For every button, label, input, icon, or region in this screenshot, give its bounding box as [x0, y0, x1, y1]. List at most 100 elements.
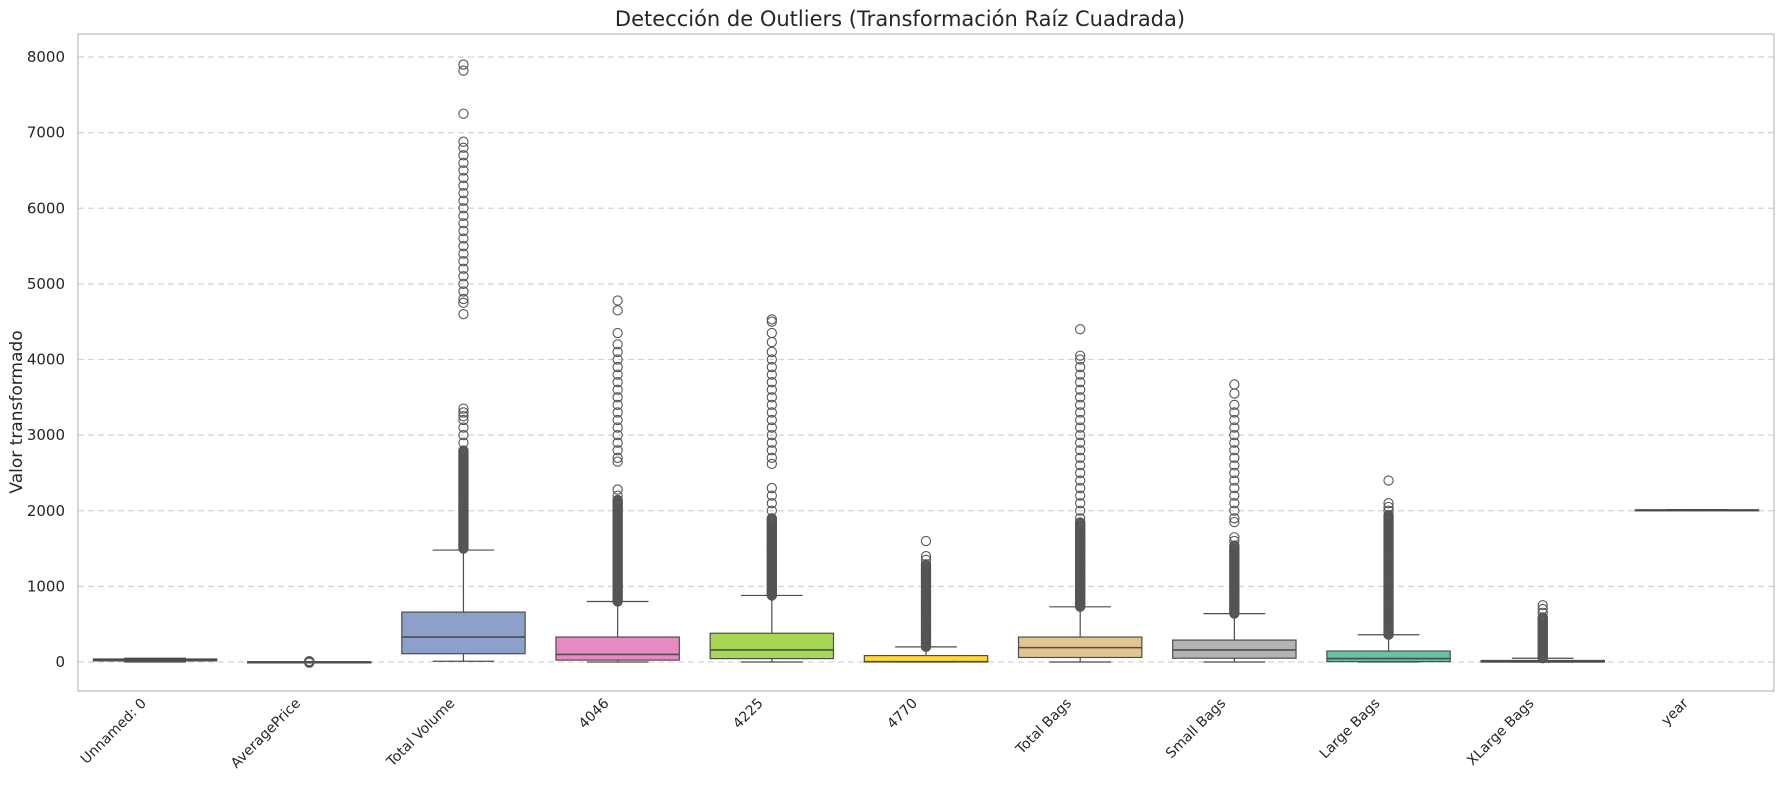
outlier-point — [766, 369, 777, 380]
outlier-point — [920, 559, 932, 570]
outlier-point — [612, 490, 623, 501]
outlier-point — [458, 157, 469, 169]
outlier-point — [1383, 498, 1394, 509]
box-group — [1634, 509, 1760, 512]
outlier-point — [1383, 475, 1394, 486]
outlier-point — [1229, 498, 1240, 509]
outlier-point — [1229, 445, 1240, 456]
outlier-point — [1383, 501, 1394, 513]
outlier-point — [612, 407, 623, 418]
box-group — [401, 59, 526, 662]
outlier-point — [458, 180, 469, 191]
outlier-point — [1075, 377, 1086, 388]
outlier-point — [1229, 437, 1240, 448]
outlier-point — [458, 271, 469, 282]
outlier-point — [766, 392, 777, 403]
outlier-point — [458, 142, 469, 153]
outlier-point — [766, 513, 777, 524]
outlier-point — [304, 655, 315, 667]
outlier-point — [612, 484, 623, 495]
outlier-point — [458, 150, 469, 161]
outlier-point — [1075, 399, 1086, 411]
outlier-point — [1075, 505, 1086, 516]
outlier-point — [1537, 607, 1548, 618]
outlier-point — [612, 377, 623, 388]
outlier-point — [1229, 505, 1240, 516]
outlier-point — [458, 293, 469, 305]
box-group — [247, 655, 372, 668]
outlier-point — [1229, 516, 1240, 528]
box-group — [555, 295, 680, 663]
outlier-point — [1229, 467, 1240, 479]
outlier-point — [1075, 445, 1086, 456]
outlier-point — [458, 203, 469, 214]
outlier-point — [766, 377, 777, 388]
box-group — [709, 314, 835, 663]
outlier-point — [458, 187, 469, 199]
outlier-point — [458, 403, 469, 414]
outlier-point — [1075, 482, 1086, 494]
outlier-point — [458, 429, 469, 441]
y-tick-label: 4000 — [27, 351, 65, 369]
y-tick-label: 5000 — [27, 275, 65, 293]
outlier-point — [1229, 513, 1240, 524]
outlier-point — [1075, 437, 1086, 448]
outlier-point — [1075, 384, 1086, 395]
outlier-point — [1075, 490, 1086, 501]
outlier-point — [1075, 517, 1086, 528]
box-group — [1326, 475, 1451, 663]
outlier-point — [1383, 509, 1394, 521]
outlier-point — [1537, 612, 1548, 623]
outlier-point — [766, 314, 777, 325]
outlier-point — [1229, 379, 1240, 390]
outlier-point — [458, 278, 469, 290]
outlier-point — [766, 346, 777, 358]
outlier-point — [612, 399, 623, 411]
outlier-point — [612, 392, 623, 403]
outlier-point — [458, 286, 469, 297]
outlier-point — [612, 452, 623, 463]
outlier-point — [766, 505, 777, 516]
outlier-point — [766, 452, 777, 463]
outlier-point — [458, 108, 469, 119]
outlier-point — [1229, 460, 1240, 471]
outlier-point — [612, 445, 623, 456]
outlier-point — [766, 354, 777, 365]
outlier-point — [612, 305, 623, 316]
boxes-layer — [92, 59, 1760, 668]
outlier-point — [1075, 429, 1086, 441]
outlier-point — [766, 399, 777, 411]
outlier-point — [458, 218, 469, 229]
outlier-point — [766, 458, 777, 470]
outlier-point — [612, 295, 623, 306]
outlier-point — [1075, 361, 1086, 373]
outlier-point — [1075, 407, 1086, 418]
outlier-point — [766, 429, 777, 441]
outlier-point — [612, 346, 623, 358]
box-group — [1017, 324, 1143, 663]
outlier-point — [920, 554, 932, 566]
outlier-point — [612, 414, 623, 426]
outlier-point — [1075, 422, 1086, 433]
outlier-point — [612, 354, 623, 365]
box-group — [863, 535, 989, 663]
outlier-point — [458, 195, 469, 206]
outlier-point — [1229, 407, 1240, 418]
box-group — [92, 657, 218, 663]
outlier-point — [766, 361, 777, 373]
outlier-point — [1229, 422, 1240, 433]
y-axis-label: Valor transformado — [7, 330, 27, 493]
outlier-point — [612, 437, 623, 448]
outlier-point — [1229, 429, 1240, 441]
outlier-point — [612, 494, 623, 506]
box — [709, 632, 835, 660]
outlier-point — [1229, 532, 1240, 543]
outlier-point — [766, 422, 777, 433]
box-group — [1480, 600, 1606, 664]
outlier-point — [458, 59, 469, 70]
outlier-point — [766, 414, 777, 426]
outlier-point — [1229, 490, 1240, 501]
outlier-point — [458, 445, 469, 456]
y-tick-label: 0 — [55, 653, 65, 671]
